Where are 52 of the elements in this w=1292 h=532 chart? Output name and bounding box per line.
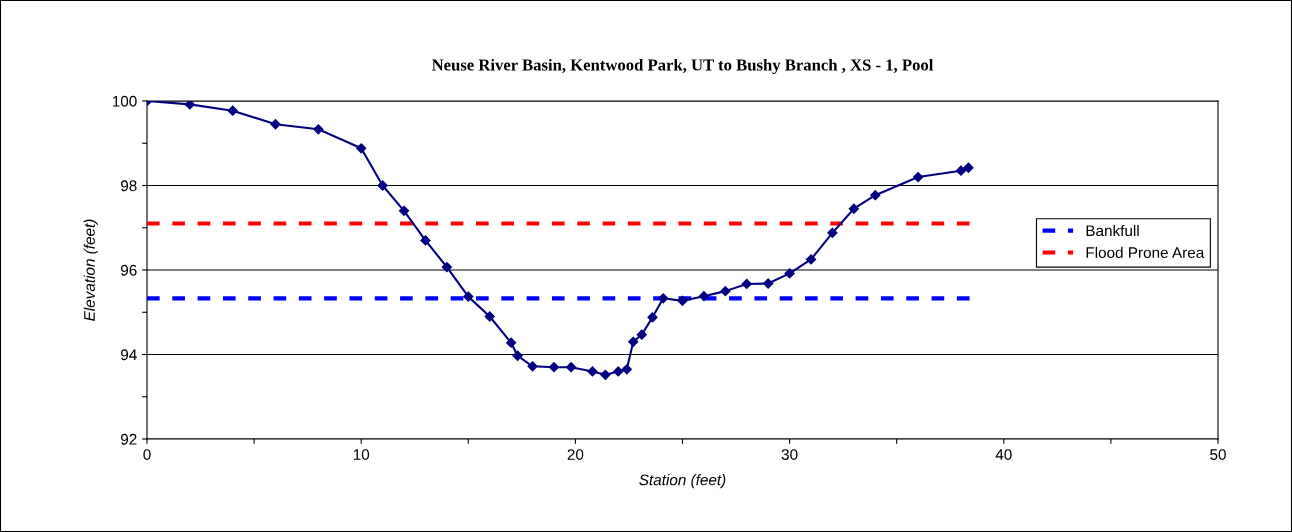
- point: [527, 361, 538, 372]
- point: [566, 362, 577, 373]
- point: [512, 350, 523, 361]
- y-tick-label: 92: [121, 433, 137, 445]
- point: [587, 366, 598, 377]
- y-tick-label: 100: [112, 95, 137, 107]
- point: [628, 336, 639, 347]
- y-axis-title: Elevation (feet): [83, 219, 98, 321]
- legend-label: Bankfull: [1086, 224, 1139, 237]
- chart-title: Neuse River Basin, Kentwood Park, UT to Bushy Branch , XS - 1, Pool: [431, 58, 934, 75]
- y-tick-label: 96: [121, 264, 137, 276]
- point: [677, 295, 688, 306]
- x-tick-label: 30: [781, 449, 798, 460]
- point: [698, 291, 710, 302]
- point: [720, 286, 731, 297]
- point: [420, 235, 431, 246]
- x-axis-title: Station (feet): [639, 474, 726, 489]
- point: [356, 143, 367, 154]
- point: [270, 119, 281, 130]
- point: [784, 268, 795, 279]
- point: [184, 101, 195, 110]
- point: [621, 364, 632, 375]
- point: [506, 337, 517, 348]
- point: [913, 171, 924, 183]
- point: [600, 369, 611, 380]
- legend-label: Flood Prone Area: [1086, 246, 1205, 258]
- x-tick-label: 0: [143, 449, 151, 460]
- point: [763, 278, 774, 289]
- point: [227, 105, 238, 116]
- point: [636, 329, 647, 340]
- x-tick-label: 50: [1210, 449, 1226, 460]
- point: [484, 311, 495, 322]
- point: [647, 312, 658, 323]
- point: [548, 362, 560, 373]
- point: [658, 293, 669, 304]
- point: [827, 227, 838, 238]
- point: [441, 261, 452, 273]
- point: [463, 291, 474, 302]
- point: [377, 180, 388, 191]
- point: [613, 366, 624, 377]
- point: [398, 205, 410, 216]
- point: [963, 162, 974, 173]
- x-tick-label: 10: [353, 449, 370, 460]
- point: [870, 190, 881, 201]
- point: [848, 203, 859, 214]
- point: [955, 165, 967, 176]
- x-tick-label: 40: [995, 449, 1012, 460]
- y-tick-label: 98: [121, 180, 137, 192]
- x-tick-label: 20: [567, 449, 584, 460]
- y-tick-label: 94: [121, 349, 137, 361]
- point: [313, 124, 324, 135]
- point: [741, 278, 752, 290]
